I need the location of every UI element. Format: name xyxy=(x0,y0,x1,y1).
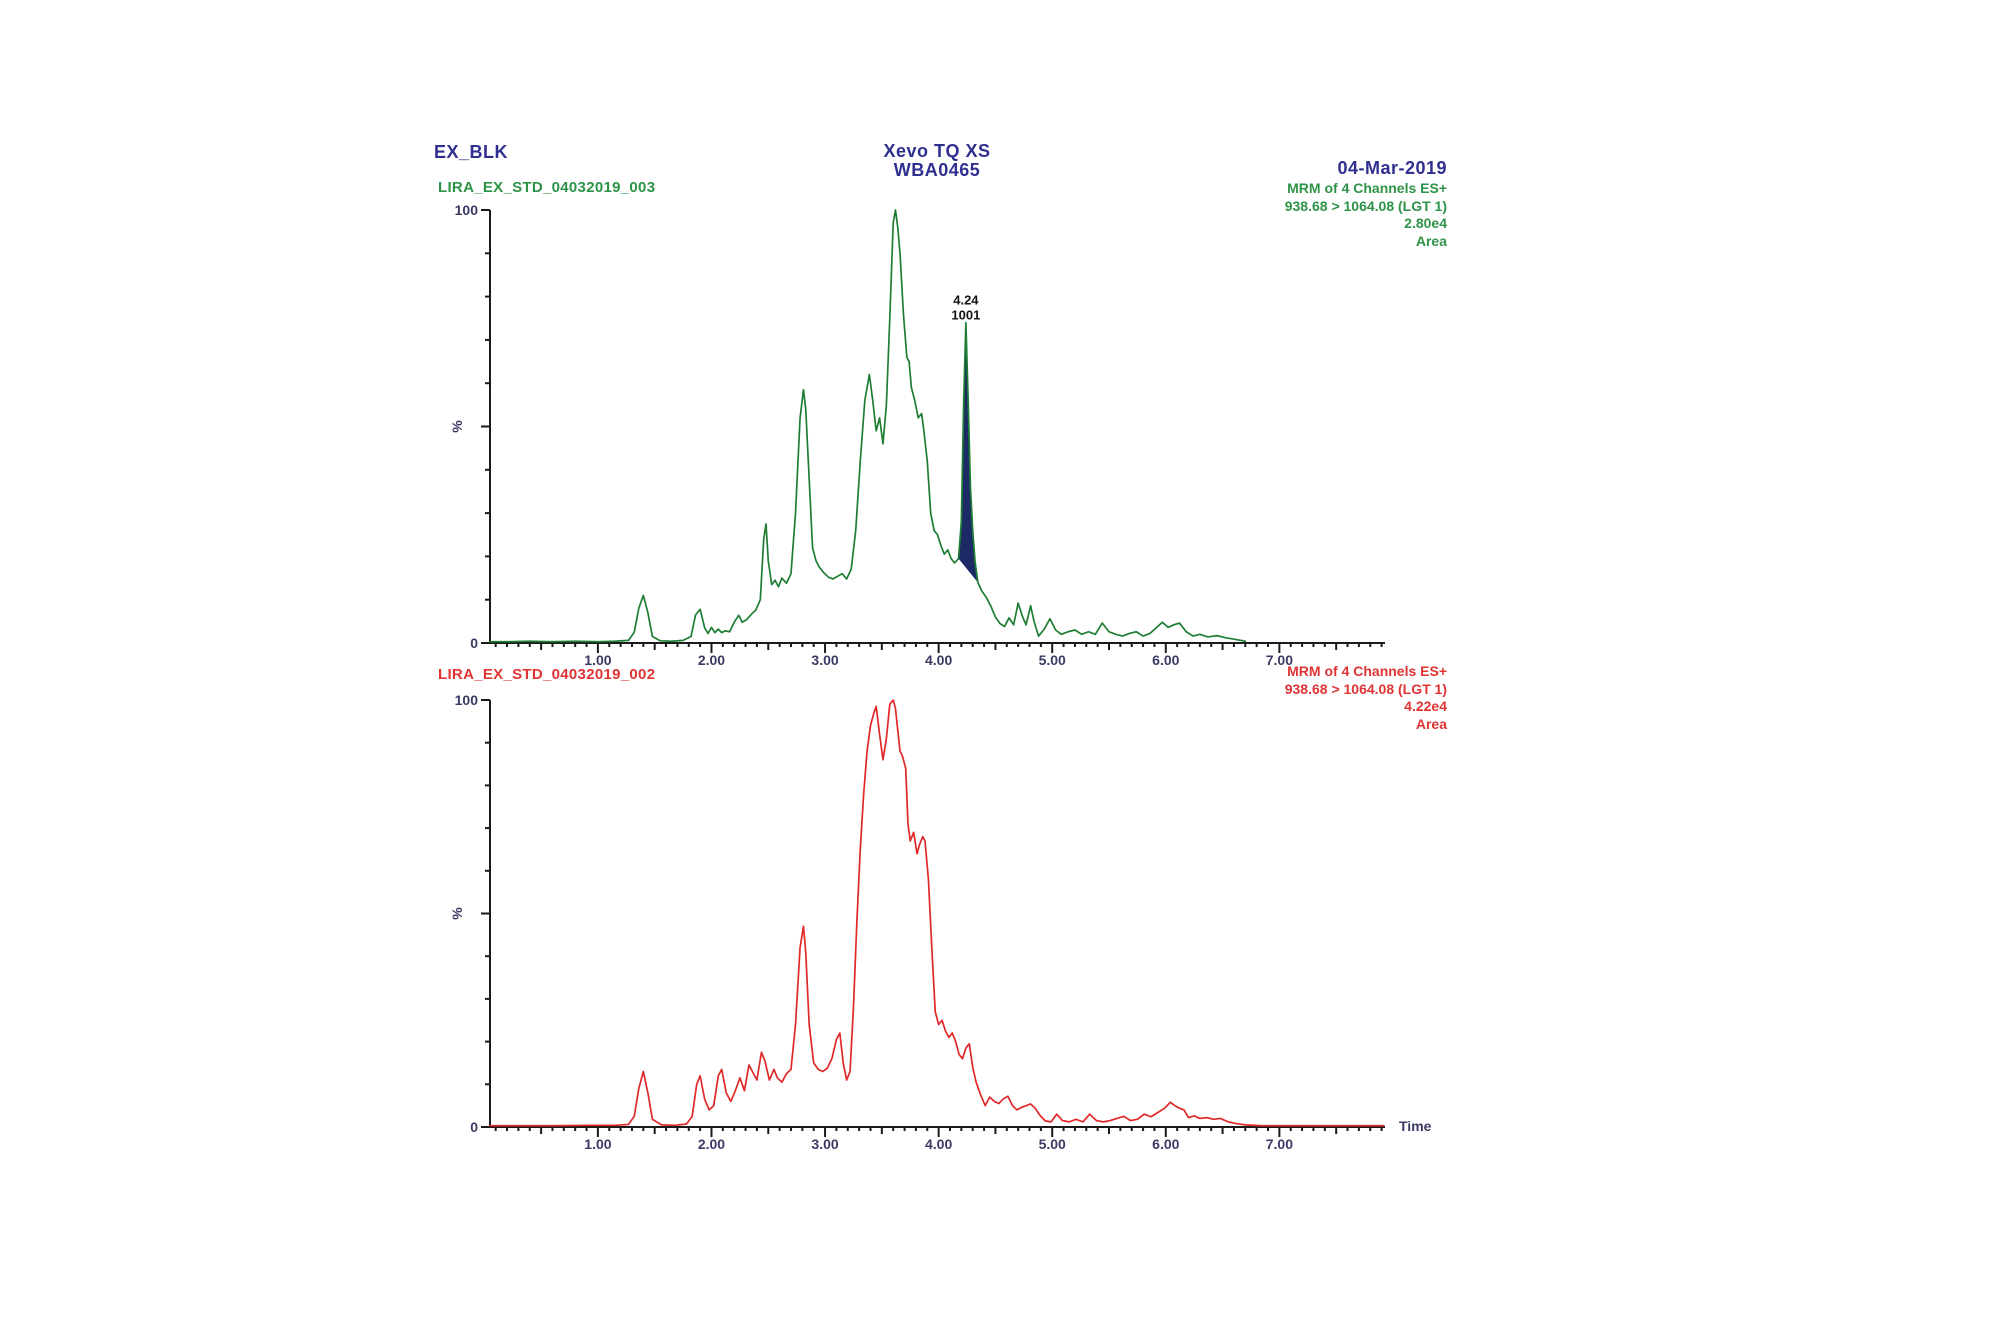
y-axis-label: % xyxy=(449,907,465,920)
x-tick-label: 2.00 xyxy=(698,652,725,668)
y-tick-label: 100 xyxy=(455,692,479,708)
instrument-id: WBA0465 xyxy=(893,160,981,180)
top-annotation-area-label: Area xyxy=(1415,232,1447,249)
x-tick-label: 1.00 xyxy=(584,652,611,668)
acquisition-date: 04-Mar-2019 xyxy=(1337,158,1447,178)
y-tick-label: 100 xyxy=(455,202,479,218)
y-tick-label: 0 xyxy=(470,1119,478,1135)
top-annotation-line-1: MRM of 4 Channels ES+ xyxy=(1287,180,1447,196)
x-tick-label: 7.00 xyxy=(1266,652,1293,668)
bottom-chromatogram-plot-area[interactable] xyxy=(490,700,1385,1127)
y-tick-label: 0 xyxy=(470,635,478,651)
x-tick-label: 4.00 xyxy=(925,1136,952,1152)
chromatogram-trace xyxy=(489,699,1385,1127)
x-tick-label: 5.00 xyxy=(1039,652,1066,668)
top-annotation-area-value: 2.80e4 xyxy=(1404,215,1447,231)
bottom-trace-label: LIRA_EX_STD_04032019_002 xyxy=(438,666,656,683)
bottom-channel-annotation: MRM of 4 Channels ES+ 938.68 > 1064.08 (… xyxy=(1147,663,1447,733)
x-tick-label: 6.00 xyxy=(1152,652,1179,668)
peak-area-label: 1001 xyxy=(951,308,980,323)
x-tick-label: 2.00 xyxy=(698,1136,725,1152)
top-channel-annotation: MRM of 4 Channels ES+ 938.68 > 1064.08 (… xyxy=(1147,180,1447,250)
peak-retention-time-label: 4.24 xyxy=(953,293,979,308)
y-axis-label: % xyxy=(449,420,465,433)
bottom-annotation-line-1: MRM of 4 Channels ES+ xyxy=(1287,663,1447,679)
top-chromatogram-plot-area[interactable] xyxy=(490,210,1385,643)
bottom-annotation-line-2: 938.68 > 1064.08 (LGT 1) xyxy=(1284,680,1447,697)
top-chromatogram: 100 0% 1.00 2.00 3.00 4.00 5.00 6.00 7.00 4.24100… xyxy=(449,202,1385,668)
x-tick-label: 1.00 xyxy=(584,1136,611,1152)
bottom-annotation-area-label: Area xyxy=(1415,715,1447,732)
bottom-chromatogram: 100 0% 1.00 2.00 3.00 4.00 5.00 6.00 7.00 Time xyxy=(449,692,1432,1152)
x-tick-label: 7.00 xyxy=(1266,1136,1293,1152)
top-annotation-line-2: 938.68 > 1064.08 (LGT 1) xyxy=(1284,197,1447,214)
x-tick-label: 5.00 xyxy=(1039,1136,1066,1152)
chromatogram-trace xyxy=(489,209,1247,643)
x-tick-label: 3.00 xyxy=(811,1136,838,1152)
sample-id: EX_BLK xyxy=(434,142,509,162)
x-tick-label: 4.00 xyxy=(925,652,952,668)
top-trace-label: LIRA_EX_STD_04032019_003 xyxy=(438,179,656,196)
x-tick-label: 3.00 xyxy=(811,652,838,668)
x-tick-label: 6.00 xyxy=(1152,1136,1179,1152)
instrument-name: Xevo TQ XS xyxy=(883,141,991,161)
integrated-peak-fill xyxy=(958,322,978,583)
x-axis-label: Time xyxy=(1399,1118,1432,1134)
bottom-annotation-area-value: 4.22e4 xyxy=(1404,698,1447,714)
